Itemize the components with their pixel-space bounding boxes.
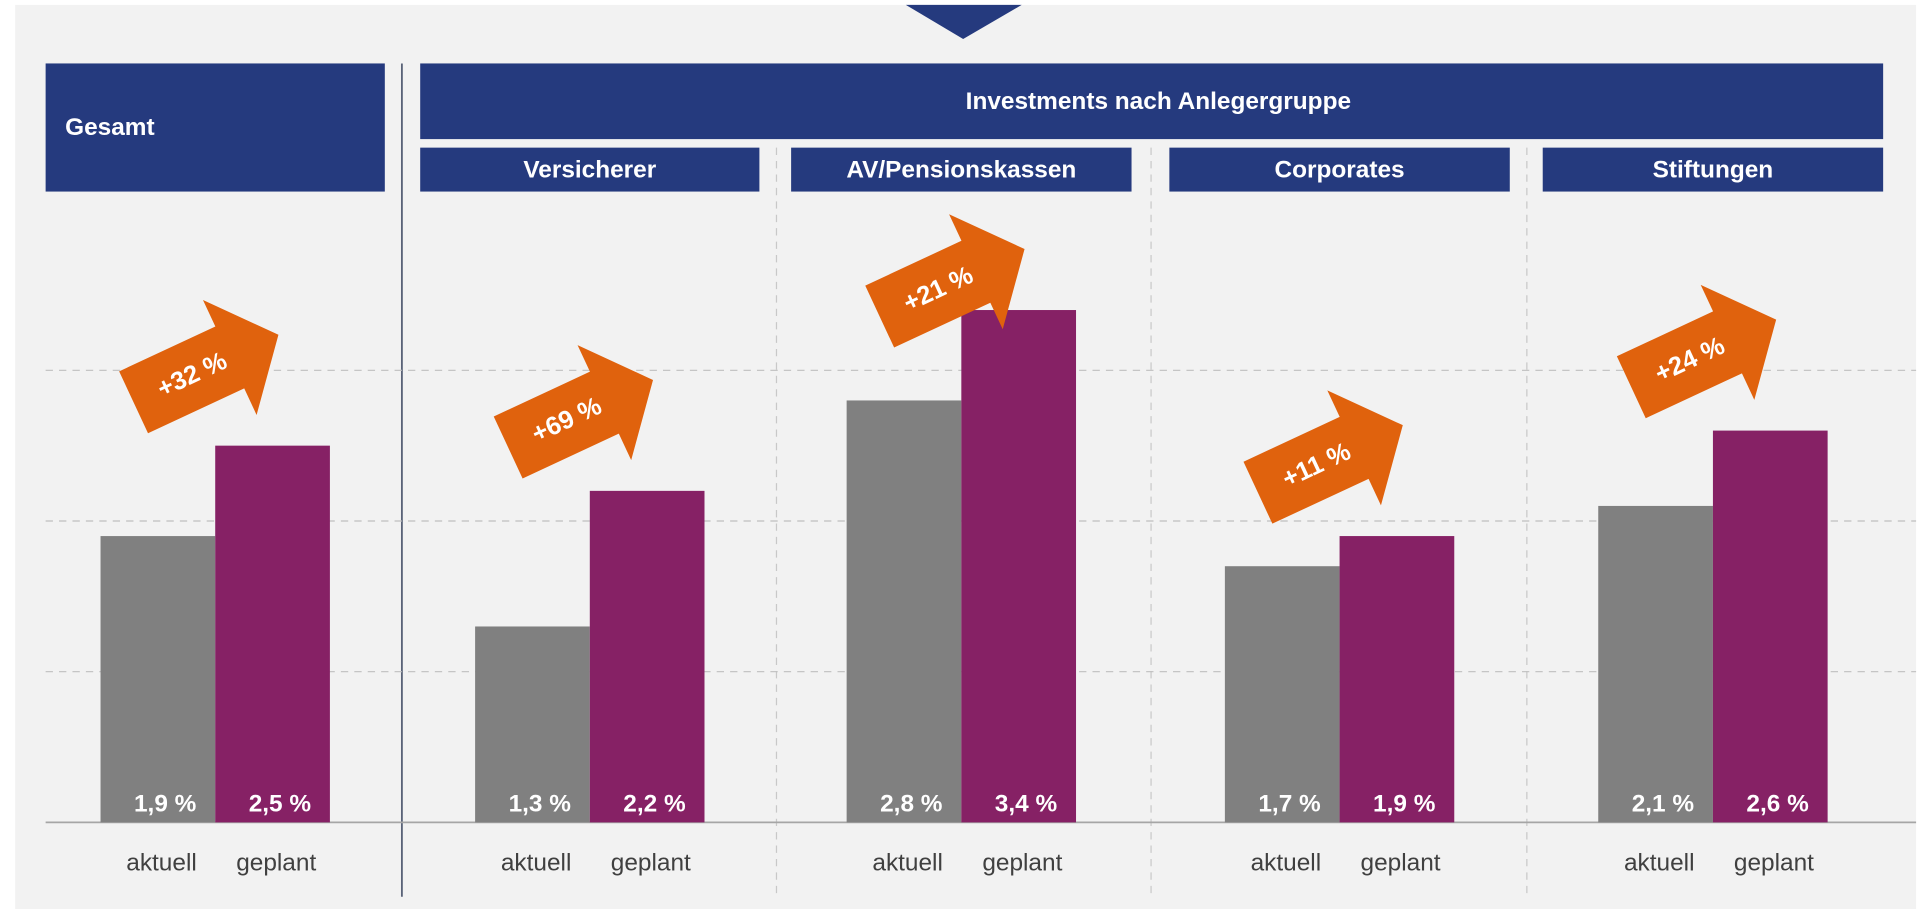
group-title: AV/Pensionskassen [846,156,1076,183]
bar [1712,430,1828,823]
header: Investments nach Anlegergruppe [966,88,1351,115]
x-tick-label: aktuell [126,849,197,876]
value-label: 2,6 % [1746,791,1809,818]
group-title: Stiftungen [1653,156,1774,183]
bar [100,536,216,823]
group-header-box [791,147,1132,192]
change-arrow: +69 % [493,345,654,479]
bar [589,490,705,823]
change-arrow: +11 % [1243,390,1403,524]
bar [1224,566,1340,823]
bar [215,445,330,823]
x-tick-label: geplant [611,849,691,876]
x-tick-label: aktuell [501,849,572,876]
arrow-shape [119,299,279,434]
bar [1598,505,1713,823]
bar [961,310,1077,823]
x-tick-label: geplant [982,849,1062,876]
group-header-box [45,63,385,192]
pointer [905,4,1022,40]
value-label: 2,2 % [623,791,686,818]
group-header-box [420,147,760,192]
group-title: Gesamt [65,114,154,141]
value-label: 2,1 % [1632,791,1695,818]
arrow-shape [1616,284,1777,419]
value-label: 2,8 % [880,791,943,818]
value-label: 1,7 % [1258,791,1321,818]
x-tick-label: geplant [1361,849,1441,876]
arrow-shape [493,345,654,479]
bar [846,400,962,823]
value-label: 1,9 % [134,791,197,818]
group-title: Corporates [1275,156,1405,183]
x-tick-label: aktuell [872,849,943,876]
value-label: 3,4 % [995,791,1058,818]
change-arrow: +21 % [865,214,1025,348]
arrow-shape [1243,390,1403,524]
change-arrow: +24 % [1616,284,1777,419]
header-box [420,63,1884,140]
bar [1339,536,1455,823]
x-tick-label: geplant [236,849,316,876]
bar [475,626,590,823]
x-tick-label: aktuell [1624,849,1695,876]
value-label: 1,9 % [1373,791,1436,818]
value-label: 2,5 % [249,791,312,818]
group-header-box [1542,147,1884,192]
x-tick-label: aktuell [1251,849,1322,876]
group-header-box [1169,147,1510,192]
x-tick-label: geplant [1734,849,1814,876]
value-label: 1,3 % [509,791,572,818]
arrow-shape [865,214,1025,348]
change-arrow: +32 % [119,299,279,434]
group-title: Versicherer [523,156,656,183]
